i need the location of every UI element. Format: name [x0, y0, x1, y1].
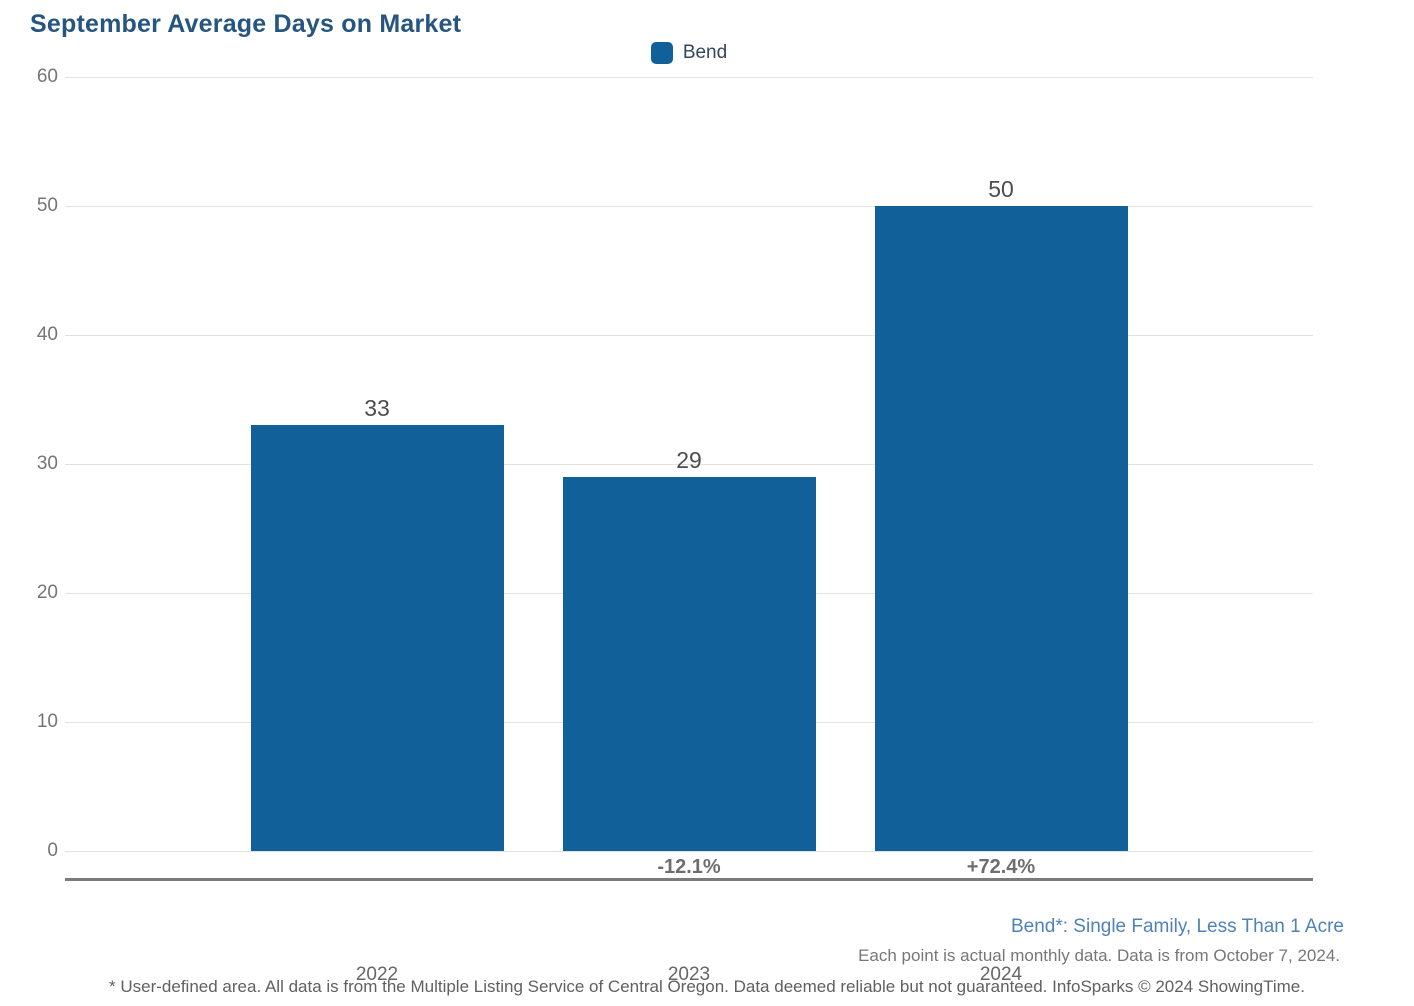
- y-axis-tick-30: 30: [36, 453, 58, 474]
- bar-value-label-2023: 29: [676, 446, 702, 473]
- legend: Bend: [65, 42, 1313, 64]
- bar-value-label-2022: 33: [364, 395, 390, 422]
- gridline-y-40: [65, 335, 1313, 336]
- legend-label-bend[interactable]: Bend: [682, 42, 728, 63]
- bar-2022[interactable]: [250, 425, 504, 851]
- bar-value-label-2024: 50: [988, 176, 1014, 202]
- y-axis-tick-20: 20: [36, 582, 58, 603]
- gridline-y-0: [65, 851, 1313, 852]
- legend-swatch-bend[interactable]: [650, 42, 673, 64]
- y-axis-tick-60: 60: [36, 66, 58, 87]
- pct-change-label-2024: +72.4%: [966, 856, 1036, 878]
- bar-2024[interactable]: [874, 206, 1128, 851]
- data-note: Each point is actual monthly data. Data …: [858, 946, 1340, 965]
- bar-2023[interactable]: [562, 476, 816, 851]
- footnote-disclaimer: * User-defined area. All data is from th…: [109, 977, 1305, 996]
- x-axis-label-2022: 2022: [355, 964, 399, 985]
- x-axis-label-2024: 2024: [979, 964, 1023, 985]
- y-axis-tick-40: 40: [36, 324, 58, 345]
- pct-change-label-2023: -12.1%: [657, 856, 721, 878]
- y-axis-tick-0: 0: [47, 840, 58, 861]
- y-axis-tick-50: 50: [36, 195, 58, 216]
- y-axis-tick-10: 10: [36, 711, 58, 732]
- gridline-y-30: [65, 464, 1313, 465]
- x-axis-label-2023: 2023: [667, 964, 711, 985]
- x-axis-line: [65, 878, 1313, 881]
- plot-area: 0 10 20 30 40 50 60 33 2022 29 -12.1% 2023 50 +72.4% 2…: [37, 66, 1313, 985]
- gridline-y-50: [65, 206, 1313, 207]
- series-definition[interactable]: Bend*: Single Family, Less Than 1 Acre: [1010, 916, 1344, 937]
- chart-title: September Average Days on Market: [30, 10, 462, 38]
- gridline-y-60: [65, 77, 1313, 78]
